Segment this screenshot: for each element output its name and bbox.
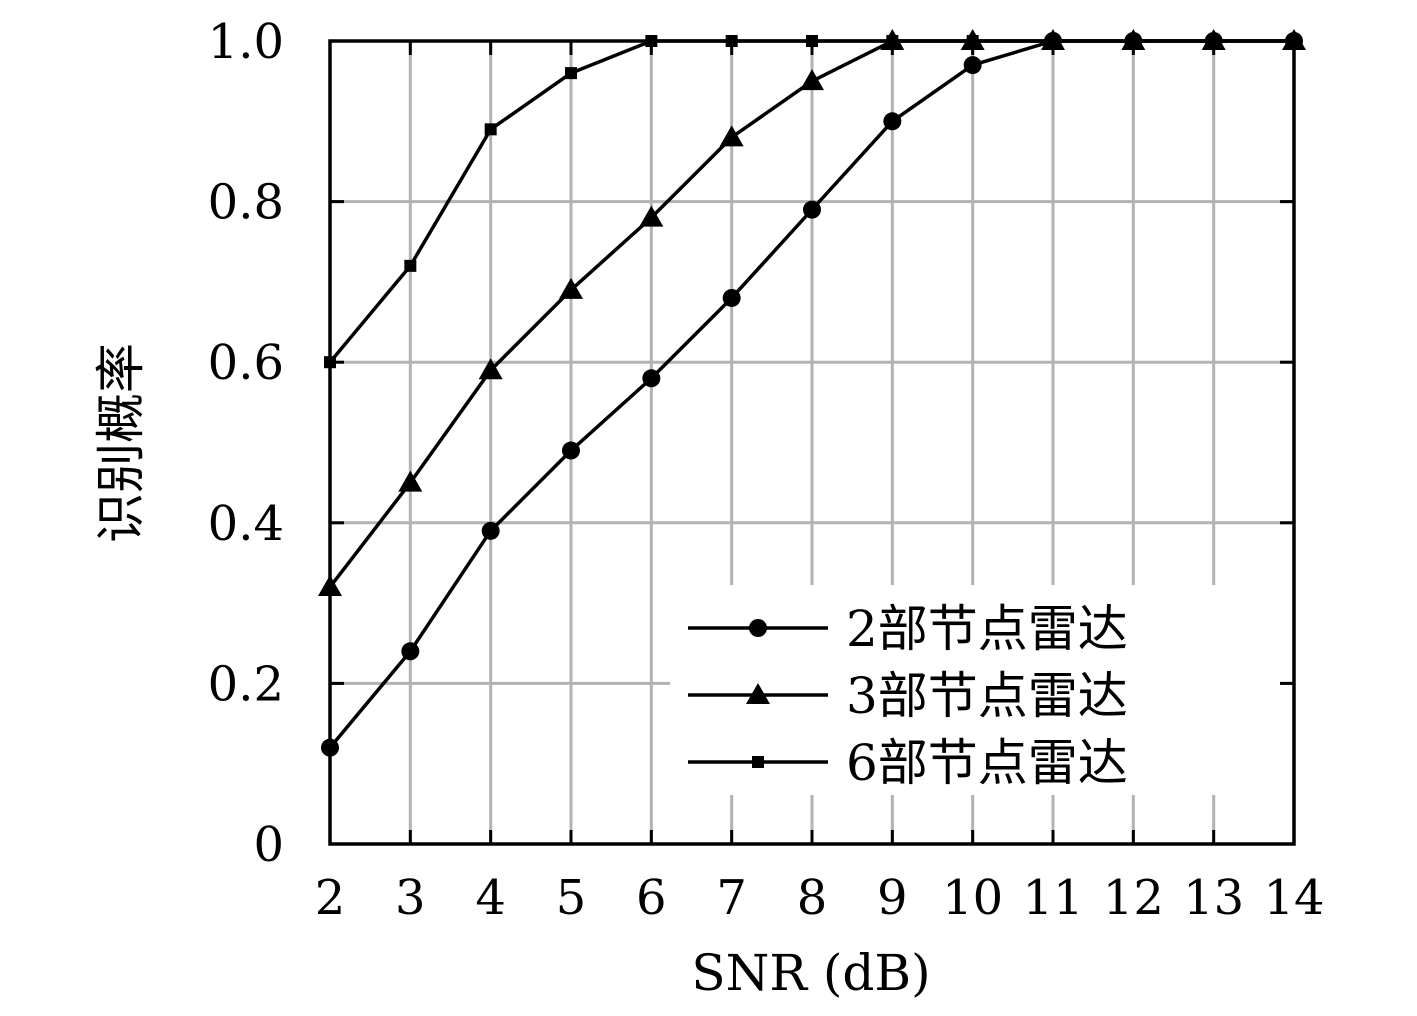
data-point-s1-1 (401, 642, 420, 661)
legend-marker-1 (749, 619, 767, 637)
x-tick-label-1: 3 (395, 870, 426, 926)
data-point-s1-5 (722, 288, 741, 307)
data-point-s2-3 (559, 277, 583, 299)
y-tick-label-1: 0.2 (208, 656, 284, 712)
data-point-s3-2 (484, 123, 497, 136)
data-point-s1-7 (883, 112, 902, 131)
data-point-s1-4 (642, 369, 661, 388)
y-axis-label: 识别概率 (92, 343, 150, 543)
x-tick-label-10: 12 (1103, 870, 1164, 926)
y-tick-label-5: 1.0 (208, 14, 284, 70)
data-point-s1-2 (481, 521, 500, 540)
data-point-s1-6 (803, 200, 821, 219)
data-point-s3-3 (565, 67, 577, 80)
x-tick-label-11: 13 (1183, 870, 1244, 926)
legend-box (670, 585, 1280, 795)
legend-marker-2 (746, 683, 770, 704)
axis-ticks: 2 3 4 5 6 7 8 9 10 11 12 13 14 0 0.2 0.4 0.6 0.8 1.0 (208, 14, 1325, 926)
y-tick-label-0: 0 (253, 817, 284, 873)
x-axis-label: SNR (dB) (691, 944, 930, 1002)
legend-background (670, 585, 1280, 795)
data-point-s1-3 (562, 441, 580, 460)
data-point-s3-1 (404, 259, 417, 272)
x-tick-label-2: 4 (475, 870, 506, 926)
data-point-s1-8 (963, 56, 982, 75)
legend-label-2: 3部节点雷达 (846, 667, 1128, 725)
y-tick-label-2: 0.4 (208, 496, 284, 552)
legend-label-3: 6部节点雷达 (846, 734, 1128, 792)
x-tick-label-5: 7 (716, 870, 747, 926)
data-point-s2-5 (719, 125, 744, 147)
x-tick-label-4: 6 (636, 870, 667, 926)
x-tick-label-6: 8 (797, 870, 828, 926)
x-tick-label-0: 2 (315, 870, 346, 926)
x-tick-label-9: 11 (1022, 870, 1083, 926)
legend-label-1: 2部节点雷达 (846, 600, 1128, 658)
data-point-s2-4 (639, 205, 664, 227)
data-point-s2-2 (478, 358, 503, 380)
y-tick-label-3: 0.6 (208, 335, 284, 391)
x-tick-label-7: 9 (877, 870, 908, 926)
legend-marker-3 (752, 756, 764, 768)
x-tick-label-12: 14 (1263, 870, 1324, 926)
x-tick-label-8: 10 (942, 870, 1003, 926)
data-point-s2-1 (398, 470, 423, 492)
y-tick-label-4: 0.8 (208, 175, 284, 231)
data-point-s2-6 (800, 69, 824, 91)
x-tick-label-3: 5 (556, 870, 587, 926)
legend: 2部节点雷达 3部节点雷达 6部节点雷达 (688, 600, 1128, 792)
